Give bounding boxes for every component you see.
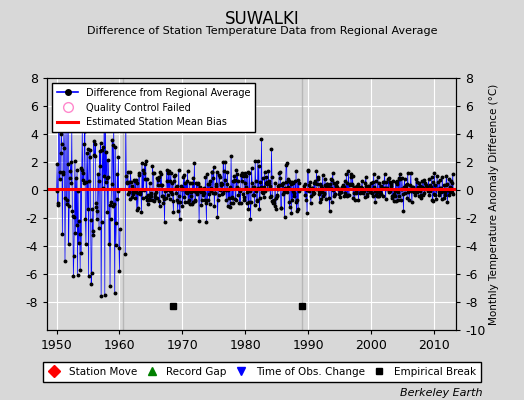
Text: Difference of Station Temperature Data from Regional Average: Difference of Station Temperature Data f… [87,26,437,36]
Text: SUWALKI: SUWALKI [225,10,299,28]
Text: Berkeley Earth: Berkeley Earth [400,388,482,398]
Y-axis label: Monthly Temperature Anomaly Difference (°C): Monthly Temperature Anomaly Difference (… [489,83,499,325]
Legend: Difference from Regional Average, Quality Control Failed, Estimated Station Mean: Difference from Regional Average, Qualit… [52,83,255,132]
Legend: Station Move, Record Gap, Time of Obs. Change, Empirical Break: Station Move, Record Gap, Time of Obs. C… [43,362,481,382]
